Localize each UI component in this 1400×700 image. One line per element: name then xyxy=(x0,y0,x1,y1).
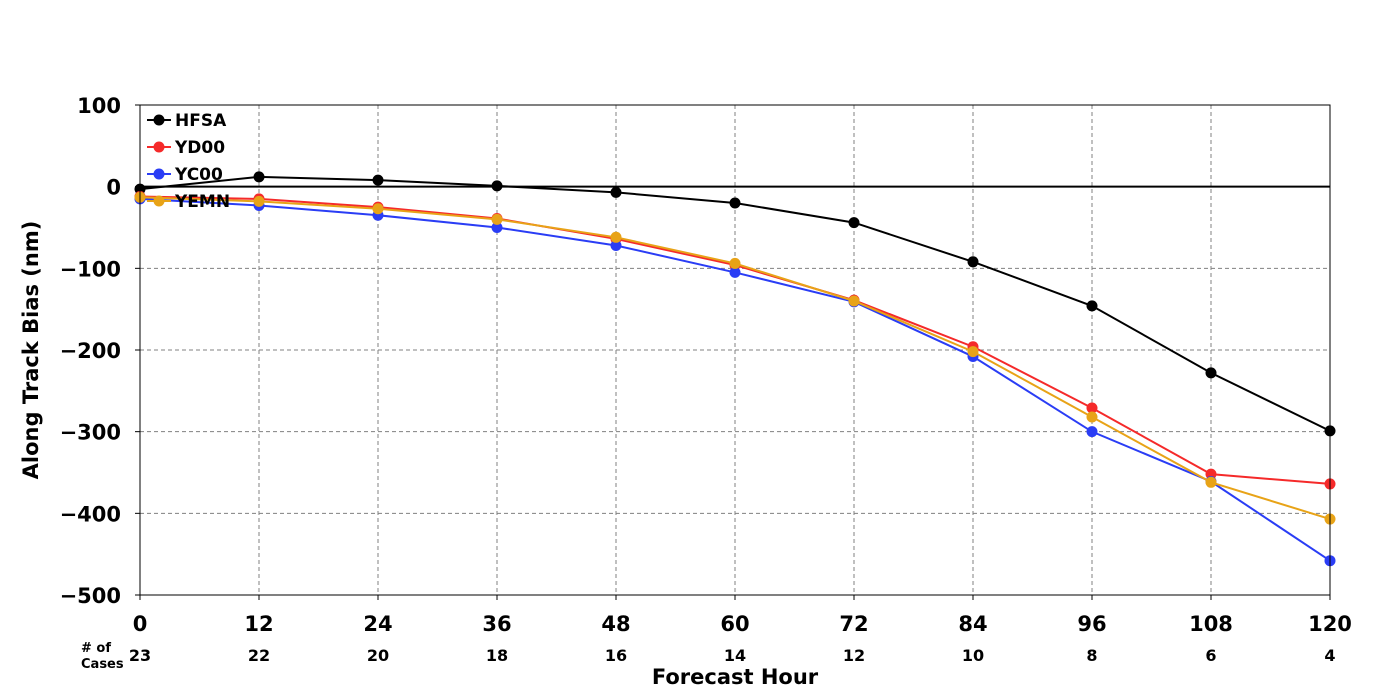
x-tick-label: 72 xyxy=(839,612,868,636)
x-tick-label: 84 xyxy=(958,612,987,636)
cases-title-line-2: Cases xyxy=(81,657,124,672)
y-tick-label: 0 xyxy=(106,176,121,200)
case-count-label: 6 xyxy=(1205,646,1216,665)
case-count-label: 20 xyxy=(367,646,389,665)
data-point xyxy=(729,197,741,209)
data-point xyxy=(1086,402,1098,414)
x-tick-label: 36 xyxy=(482,612,511,636)
case-count-label: 10 xyxy=(962,646,984,665)
x-tick-label: 48 xyxy=(601,612,630,636)
y-axis-label: Along Track Bias (nm) xyxy=(19,221,43,480)
case-count-label: 16 xyxy=(605,646,627,665)
x-tick-label: 108 xyxy=(1189,612,1233,636)
case-count-label: 18 xyxy=(486,646,508,665)
x-tick-label: 12 xyxy=(244,612,273,636)
x-tick-label: 96 xyxy=(1077,612,1106,636)
case-count-label: 22 xyxy=(248,646,270,665)
data-point xyxy=(610,231,622,243)
case-counts: # of Cases 23 22 20 18 16 14 12 10 8 6 4 xyxy=(81,641,1336,672)
data-point xyxy=(1086,426,1098,438)
data-point xyxy=(253,195,265,207)
data-point xyxy=(610,186,622,198)
y-tick-label: −200 xyxy=(60,339,121,363)
series-lines xyxy=(134,171,1336,567)
data-point xyxy=(491,213,503,225)
y-tick-label: 100 xyxy=(77,94,121,118)
legend-marker xyxy=(153,168,165,180)
x-axis-label: Forecast Hour xyxy=(652,665,819,689)
case-count-label: 14 xyxy=(724,646,746,665)
x-tick-label: 0 xyxy=(133,612,148,636)
x-tick-label: 60 xyxy=(720,612,749,636)
data-point xyxy=(1086,411,1098,423)
legend-item-yc00: YC00 xyxy=(147,165,223,185)
y-tick-label: −500 xyxy=(60,584,121,608)
legend-label: YD00 xyxy=(174,138,225,158)
legend: HFSA YD00 YC00 YEMN xyxy=(147,111,230,212)
y-tick-label: −400 xyxy=(60,502,121,526)
x-tick-label: 120 xyxy=(1308,612,1352,636)
data-point xyxy=(372,203,384,215)
data-point xyxy=(729,266,741,278)
legend-label: HFSA xyxy=(175,111,227,131)
data-point xyxy=(848,295,860,307)
legend-label: YEMN xyxy=(174,192,230,212)
y-tick-label: −100 xyxy=(60,257,121,281)
data-point xyxy=(967,256,979,268)
data-point xyxy=(253,171,265,183)
legend-marker xyxy=(153,114,165,126)
cases-title-line-1: # of xyxy=(81,641,111,656)
data-point xyxy=(491,222,503,233)
data-point xyxy=(610,239,622,251)
x-tick-labels: 0 12 24 36 48 60 72 84 96 108 120 xyxy=(133,595,1352,636)
data-point xyxy=(848,217,860,229)
data-point xyxy=(1086,300,1098,312)
case-count-label: 8 xyxy=(1086,646,1097,665)
x-tick-label: 24 xyxy=(363,612,392,636)
data-point xyxy=(1205,367,1217,379)
series-yemn xyxy=(134,191,1336,525)
y-tick-labels: 100 0 −100 −200 −300 −400 −500 xyxy=(60,94,140,608)
legend-item-hfsa: HFSA xyxy=(147,111,227,131)
legend-marker xyxy=(153,141,165,153)
legend-marker xyxy=(153,195,165,207)
case-count-label: 4 xyxy=(1324,646,1335,665)
case-count-label: 12 xyxy=(843,646,865,665)
case-count-label: 23 xyxy=(129,646,151,665)
data-point xyxy=(1205,476,1217,488)
legend-item-yd00: YD00 xyxy=(147,138,225,158)
data-point xyxy=(491,180,503,192)
data-point xyxy=(372,174,384,186)
legend-item-yemn: YEMN xyxy=(147,192,230,212)
data-point xyxy=(729,257,741,269)
y-tick-label: −300 xyxy=(60,421,121,445)
legend-label: YC00 xyxy=(174,165,223,185)
data-point xyxy=(967,346,979,358)
